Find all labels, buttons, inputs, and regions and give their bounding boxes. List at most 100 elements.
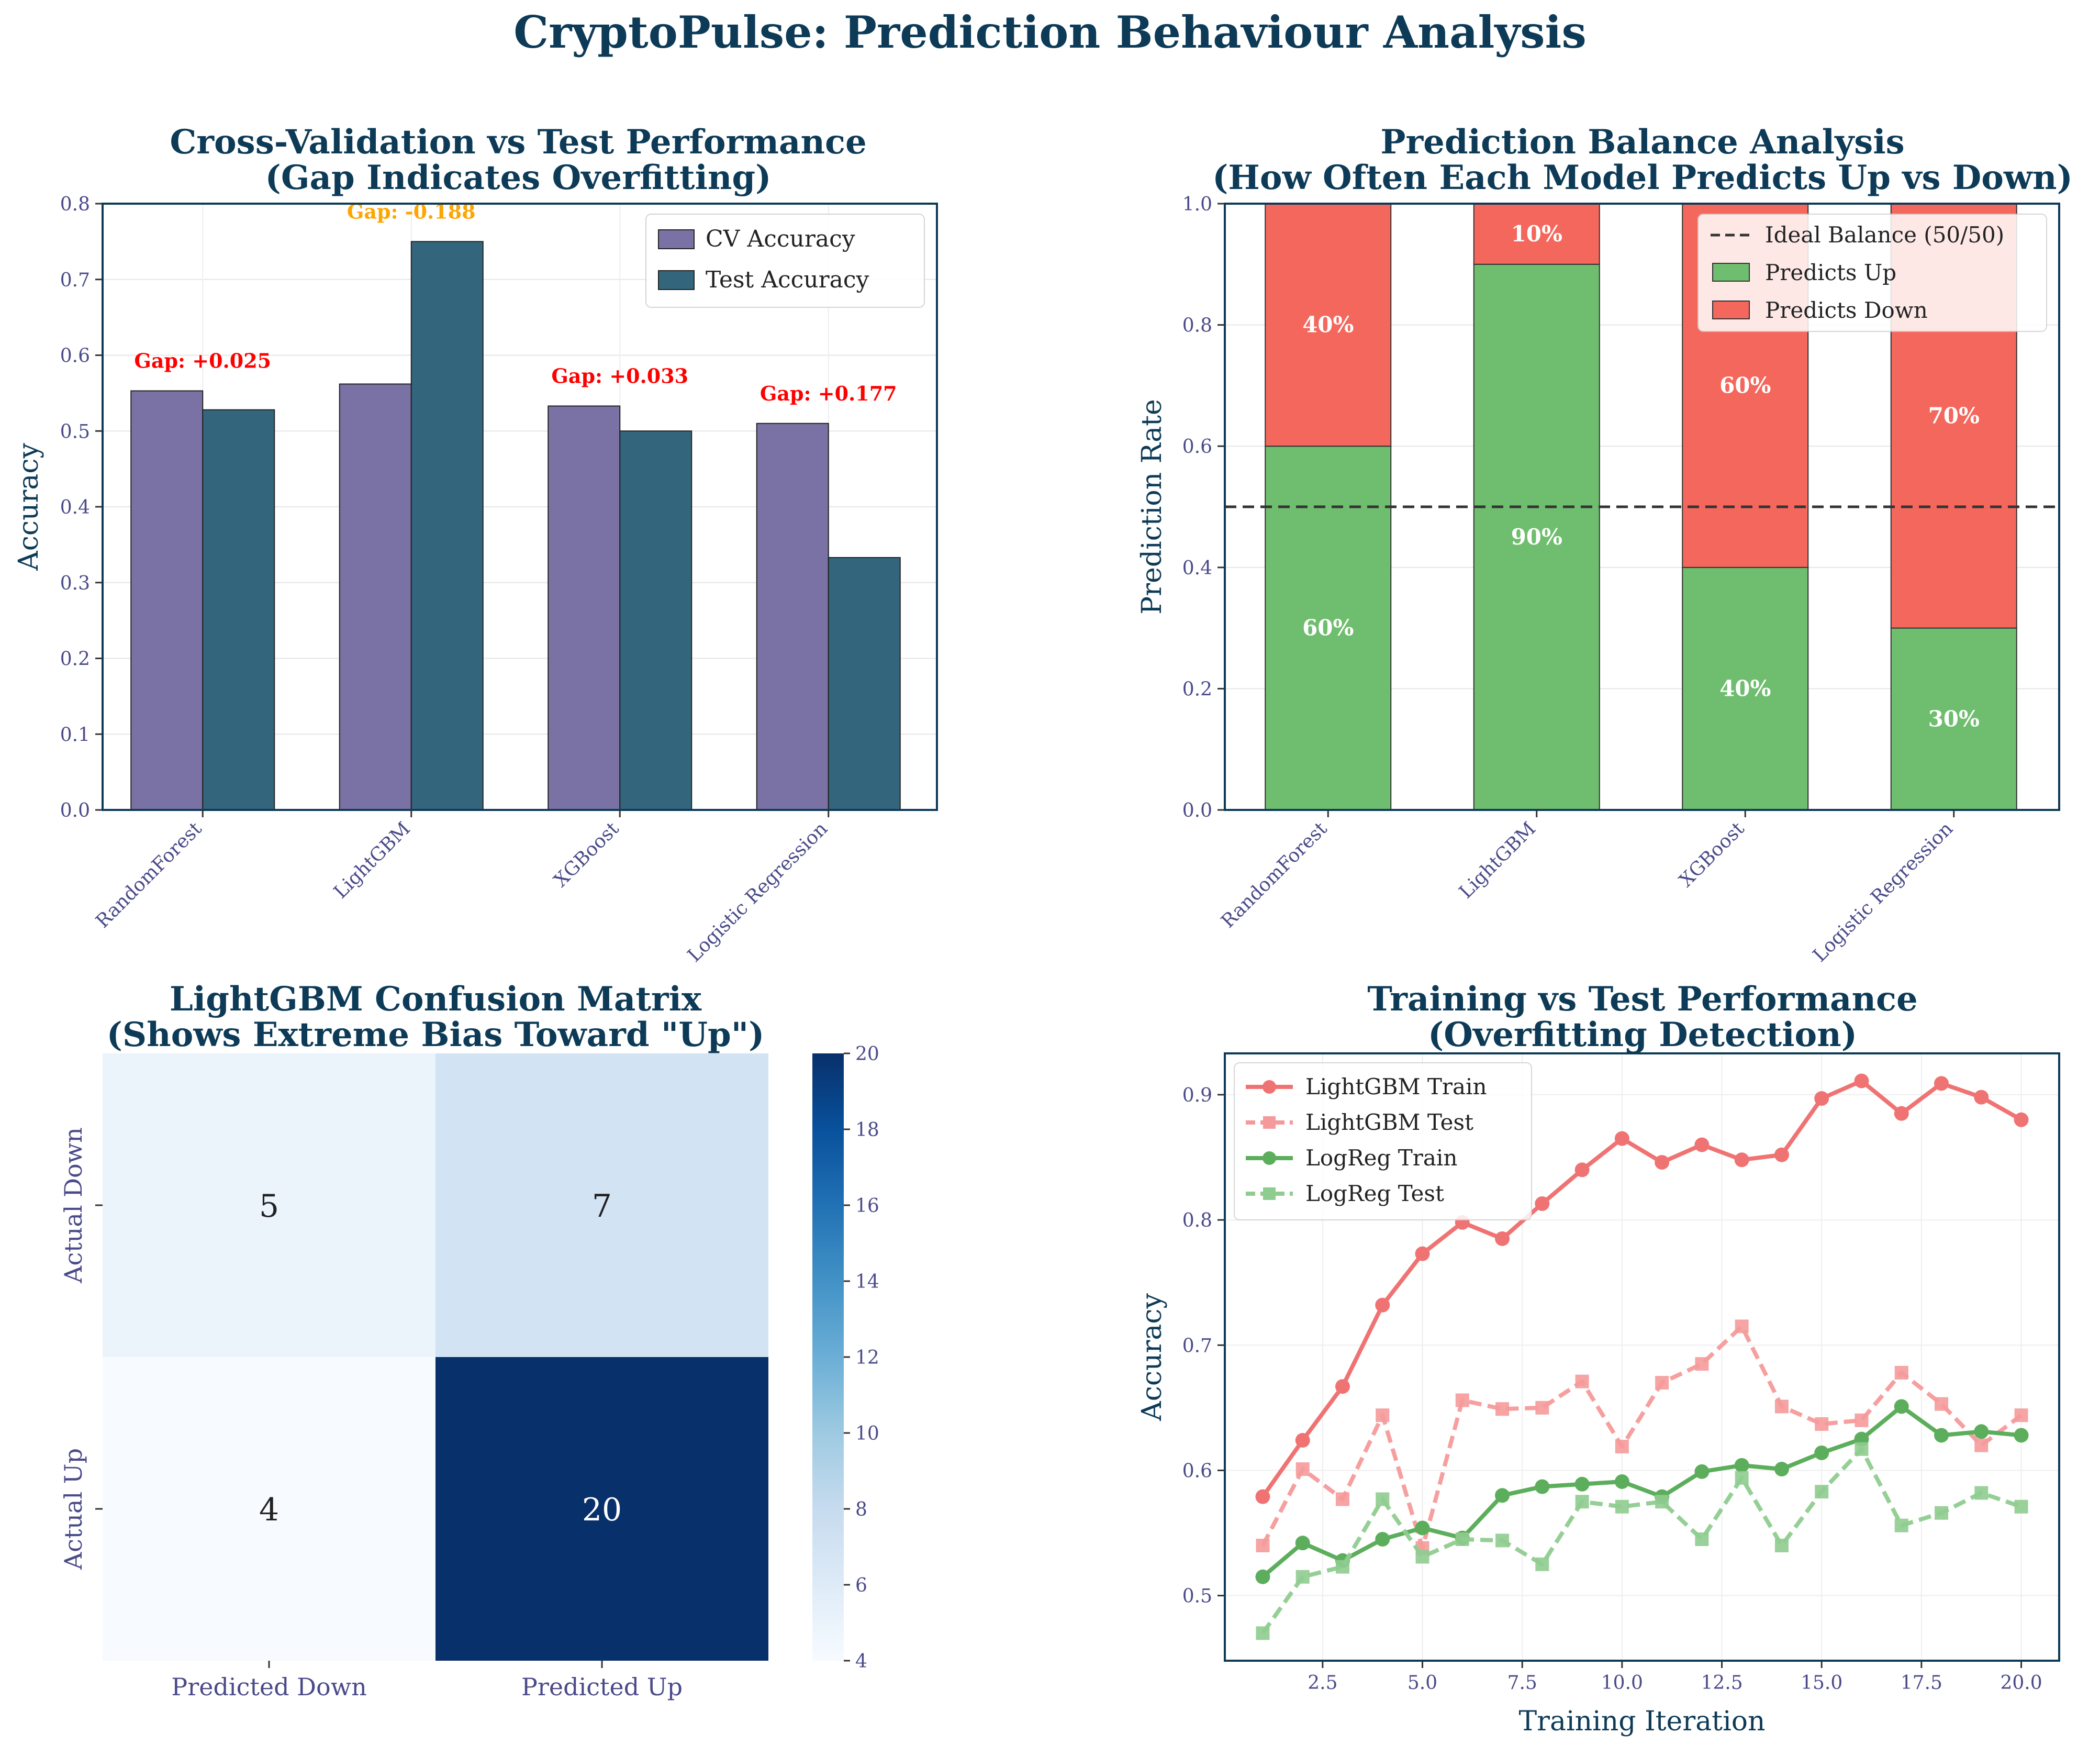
chart-2-down-label: 10%	[1511, 221, 1562, 247]
chart-4-point	[1415, 1520, 1430, 1536]
chart-3-colorbar-label: 16	[855, 1195, 879, 1217]
chart-4-ytick-label: 0.8	[1182, 1210, 1212, 1231]
chart-1-ytick-label: 0.4	[60, 497, 90, 518]
chart-4-point	[1934, 1076, 1949, 1091]
chart-4-legend-marker	[1263, 1187, 1276, 1200]
chart-1-ytick-label: 0.7	[60, 270, 90, 291]
chart-1-ylabel: Accuracy	[13, 443, 44, 571]
chart-4-point	[1575, 1374, 1589, 1388]
chart-1-legend-label: CV Accuracy	[706, 226, 855, 252]
chart-3-cell-value: 5	[259, 1188, 279, 1225]
chart-2-legend-label: Ideal Balance (50/50)	[1765, 222, 2004, 248]
chart-4-ytick-label: 0.5	[1182, 1586, 1212, 1607]
chart-4-point	[1614, 1474, 1629, 1489]
chart-4-point	[1855, 1442, 1869, 1456]
chart-1-xtick-label: Logistic Regression	[684, 818, 832, 966]
chart-4-point	[1295, 1433, 1310, 1448]
chart-2-title-line-2: (How Often Each Model Predicts Up vs Dow…	[1212, 158, 2073, 197]
chart-1-xtick-label: XGBoost	[550, 818, 623, 891]
chart-4-point	[1974, 1486, 1989, 1500]
chart-4-point	[1415, 1246, 1430, 1261]
chart-4-xtick-label: 12.5	[1701, 1672, 1742, 1694]
chart-3-cell	[435, 1053, 768, 1357]
chart-4-xtick-label: 7.5	[1507, 1672, 1537, 1694]
chart-4-point	[1894, 1518, 1908, 1532]
chart-1-legend-swatch	[658, 270, 695, 290]
chart-3-title-line-1: LightGBM Confusion Matrix	[170, 980, 702, 1019]
chart-3-colorbar	[812, 1053, 844, 1661]
chart-2-xtick-label: XGBoost	[1675, 818, 1749, 891]
chart-4-point	[1935, 1397, 1949, 1411]
chart-4-series-line	[1260, 1324, 2023, 1550]
chart-2-ylabel: Prediction Rate	[1136, 399, 1168, 615]
chart-1-gap-label: Gap: +0.177	[760, 382, 897, 405]
chart-4-series-line	[1261, 1079, 2023, 1498]
chart-4-point	[2014, 1112, 2029, 1127]
chart-4-point	[1935, 1506, 1949, 1520]
chart-2-bar-down	[1265, 203, 1392, 447]
chart-2-ytick-label: 0.2	[1182, 679, 1212, 700]
chart-4-series-line	[1261, 1447, 2022, 1635]
chart-4-legend-label: LightGBM Test	[1305, 1109, 1473, 1135]
chart-4-point	[1495, 1402, 1510, 1416]
chart-2-ytick-label: 0.0	[1182, 800, 1212, 821]
chart-cv-vs-test: Cross-Validation vs Test Performance(Gap…	[13, 123, 938, 966]
chart-2-legend	[1697, 214, 2047, 332]
chart-3-colorbar-label: 14	[855, 1271, 879, 1293]
chart-4-point	[1774, 1147, 1789, 1162]
chart-1-title-line-1: Cross-Validation vs Test Performance	[170, 123, 866, 162]
chart-3-colorbar-label: 12	[855, 1347, 879, 1369]
chart-4-point	[1615, 1499, 1629, 1514]
chart-4-xtick-label: 5.0	[1408, 1672, 1437, 1694]
chart-3-colorbar-label: 6	[855, 1575, 867, 1596]
chart-3-cell	[103, 1357, 435, 1661]
chart-4-point	[1974, 1424, 1989, 1439]
chart-4-point	[1694, 1464, 1710, 1479]
chart-1-gap-label: Gap: +0.033	[551, 364, 688, 387]
chart-1-ytick-label: 0.3	[60, 573, 90, 594]
chart-4-xtick-label: 15.0	[1801, 1672, 1842, 1694]
chart-4-point	[2014, 1428, 2029, 1443]
chart-1-bar-test	[828, 557, 901, 811]
chart-2-up-label: 30%	[1928, 706, 1980, 731]
chart-3-cell	[103, 1053, 435, 1357]
chart-2-title-line-1: Prediction Balance Analysis	[1380, 123, 1904, 162]
chart-4-point	[1615, 1440, 1629, 1454]
chart-2-legend-label: Predicts Up	[1765, 260, 1896, 285]
chart-4-point	[1255, 1569, 1270, 1584]
chart-4-point	[1574, 1162, 1590, 1177]
chart-4-point	[1934, 1428, 1949, 1443]
chart-4-point	[1815, 1417, 1829, 1431]
chart-4-point	[1655, 1155, 1670, 1170]
chart-4-ytick-label: 0.7	[1182, 1335, 1212, 1357]
chart-2-ytick-label: 0.6	[1182, 436, 1212, 458]
chart-2-xtick-label: RandomForest	[1217, 818, 1332, 932]
chart-4-point	[1894, 1365, 1908, 1380]
chart-2-bar-up	[1473, 263, 1600, 810]
chart-4-point	[1455, 1532, 1469, 1546]
chart-4-point	[1774, 1462, 1789, 1477]
chart-1-bar-test	[410, 241, 484, 810]
chart-3-row-label: Actual Down	[59, 1127, 87, 1283]
chart-4-legend-marker	[1263, 1080, 1276, 1094]
chart-3-colorbar-label: 8	[855, 1499, 867, 1520]
chart-4-point	[1815, 1485, 1829, 1499]
chart-4-ylabel: Accuracy	[1136, 1293, 1168, 1421]
chart-4-xtick-label: 10.0	[1601, 1672, 1643, 1694]
chart-4-legend-marker	[1263, 1151, 1276, 1165]
chart-4-point	[1495, 1231, 1510, 1246]
chart-1-title-line-2: (Gap Indicates Overfitting)	[265, 158, 772, 197]
chart-2-up-label: 60%	[1302, 615, 1354, 641]
chart-4-point	[1256, 1626, 1270, 1640]
chart-2-frame	[1224, 203, 2060, 811]
chart-1-legend-label: Test Accuracy	[706, 266, 869, 293]
chart-4-point	[1375, 1532, 1390, 1547]
chart-1-ytick-label: 0.2	[60, 649, 90, 670]
chart-4-legend	[1234, 1062, 1532, 1220]
chart-4-point	[1774, 1538, 1789, 1552]
chart-4-legend-marker	[1263, 1116, 1276, 1129]
chart-4-legend-label: LogReg Train	[1305, 1145, 1457, 1171]
chart-1-bar-cv	[548, 405, 621, 810]
chart-4-point	[1574, 1476, 1590, 1492]
